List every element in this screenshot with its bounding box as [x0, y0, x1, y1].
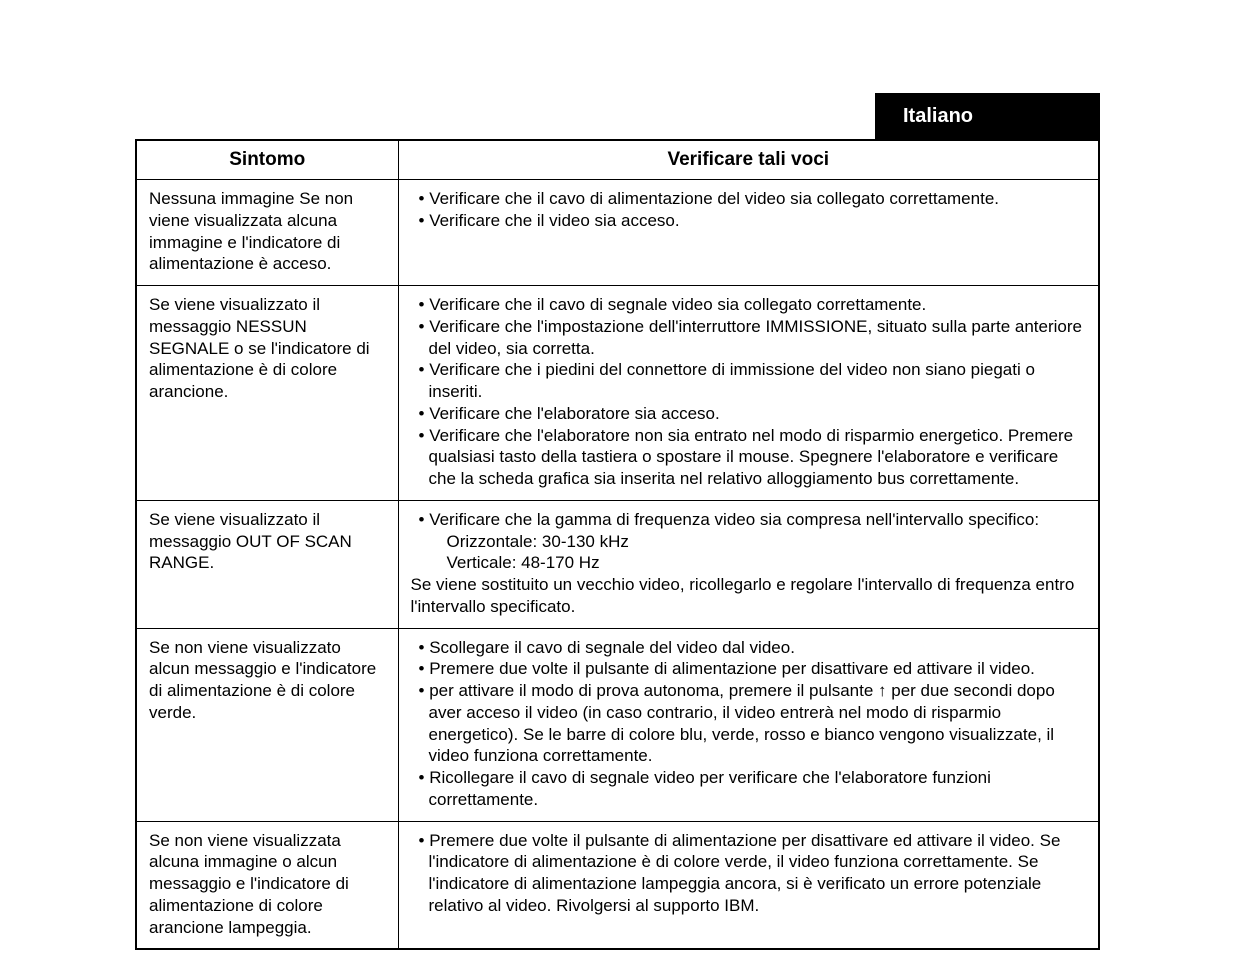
check-item-text: Verificare che la gamma di frequenza vid… [429, 510, 1039, 529]
troubleshoot-table-wrap: Sintomo Verificare tali voci Nessuna imm… [135, 139, 1100, 950]
table-row: Se non viene visualizzato alcun messaggi… [136, 628, 1099, 821]
check-item: Verificare che il video sia acceso. [411, 210, 1087, 232]
document-page: Italiano Sintomo Verificare tali voci Ne… [0, 0, 1235, 954]
check-item: Scollegare il cavo di segnale del video … [411, 637, 1087, 659]
check-cell: Verificare che la gamma di frequenza vid… [398, 500, 1099, 628]
table-header-row: Sintomo Verificare tali voci [136, 140, 1099, 180]
check-list: Scollegare il cavo di segnale del video … [411, 637, 1087, 811]
check-item: Verificare che l'elaboratore non sia ent… [411, 425, 1087, 490]
symptom-cell: Se non viene visualizzato alcun messaggi… [136, 628, 398, 821]
table-row: Se non viene visualizzata alcuna immagin… [136, 821, 1099, 949]
symptom-cell: Se viene visualizzato il messaggio NESSU… [136, 286, 398, 501]
table-row: Nessuna immagine Se non viene visualizza… [136, 180, 1099, 286]
check-list: Verificare che il cavo di segnale video … [411, 294, 1087, 490]
check-item: Verificare che l'elaboratore sia acceso. [411, 403, 1087, 425]
check-item: Verificare che il cavo di segnale video … [411, 294, 1087, 316]
check-item: Verificare che la gamma di frequenza vid… [411, 509, 1087, 574]
symptom-cell: Se non viene visualizzata alcuna immagin… [136, 821, 398, 949]
check-item: Verificare che il cavo di alimentazione … [411, 188, 1087, 210]
check-item: Verificare che l'impostazione dell'inter… [411, 316, 1087, 360]
language-tab: Italiano [875, 93, 1100, 139]
language-label: Italiano [903, 105, 973, 128]
check-list: Premere due volte il pulsante di aliment… [411, 830, 1087, 917]
freq-vertical: Verticale: 48-170 Hz [429, 552, 1087, 574]
symptom-cell: Nessuna immagine Se non viene visualizza… [136, 180, 398, 286]
check-cell: Premere due volte il pulsante di aliment… [398, 821, 1099, 949]
check-item: Verificare che i piedini del connettore … [411, 359, 1087, 403]
check-note: Se viene sostituito un vecchio video, ri… [411, 574, 1087, 618]
check-list: Verificare che il cavo di alimentazione … [411, 188, 1087, 232]
freq-horizontal: Orizzontale: 30-130 kHz [429, 531, 1087, 553]
check-item: Premere due volte il pulsante di aliment… [411, 830, 1087, 917]
troubleshoot-table: Sintomo Verificare tali voci Nessuna imm… [135, 139, 1100, 950]
check-item: Premere due volte il pulsante di aliment… [411, 658, 1087, 680]
table-row: Se viene visualizzato il messaggio OUT O… [136, 500, 1099, 628]
check-list: Verificare che la gamma di frequenza vid… [411, 509, 1087, 574]
check-cell: Verificare che il cavo di alimentazione … [398, 180, 1099, 286]
symptom-cell: Se viene visualizzato il messaggio OUT O… [136, 500, 398, 628]
check-item: per attivare il modo di prova autonoma, … [411, 680, 1087, 767]
header-check: Verificare tali voci [398, 140, 1099, 180]
check-cell: Scollegare il cavo di segnale del video … [398, 628, 1099, 821]
check-item: Ricollegare il cavo di segnale video per… [411, 767, 1087, 811]
check-cell: Verificare che il cavo di segnale video … [398, 286, 1099, 501]
table-row: Se viene visualizzato il messaggio NESSU… [136, 286, 1099, 501]
header-symptom: Sintomo [136, 140, 398, 180]
